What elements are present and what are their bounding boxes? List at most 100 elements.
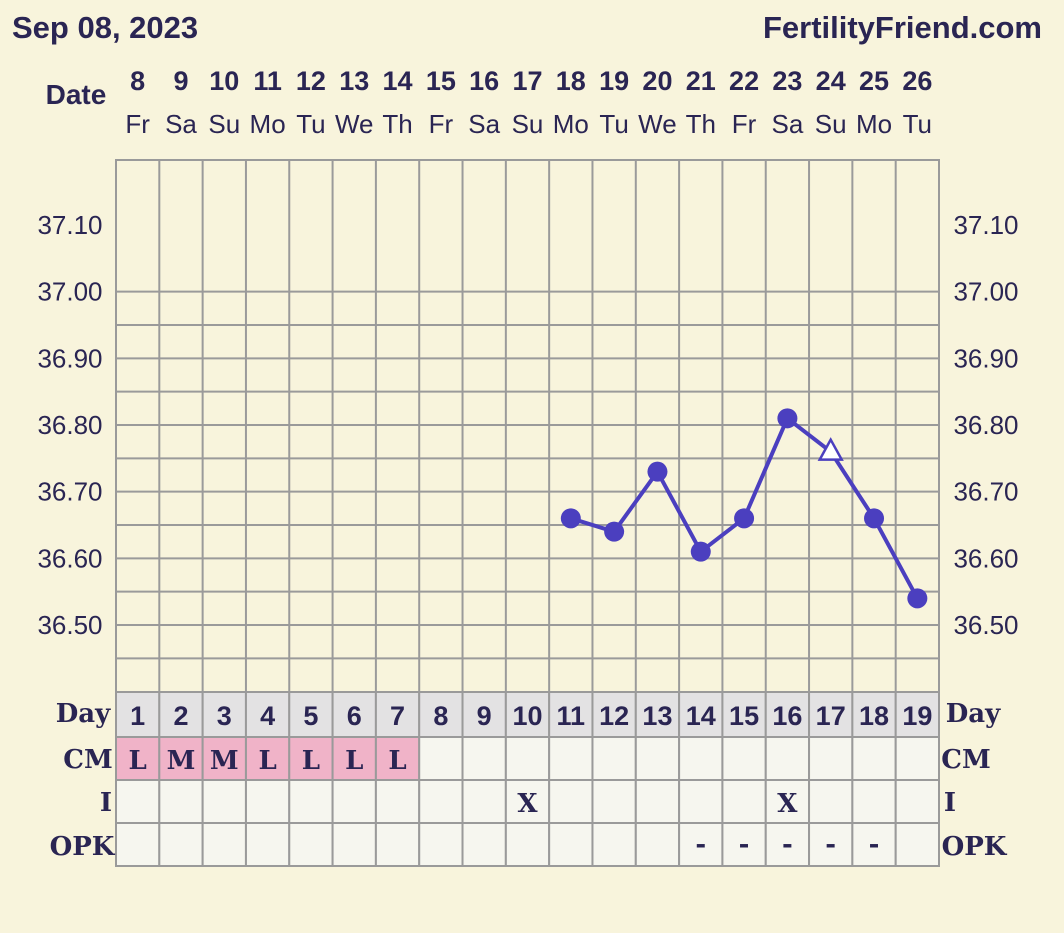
cm-value: L (258, 746, 276, 776)
opk-value: - (695, 830, 706, 860)
day-cell (461, 691, 507, 738)
cycle-day-label: 4 (260, 701, 275, 731)
chart-date: Sep 08, 2023 (12, 10, 198, 45)
cm-value: L (388, 746, 406, 776)
cycle-day-label: 3 (217, 701, 232, 731)
date-tick-label: 8 (130, 66, 145, 96)
temperature-point (647, 461, 668, 482)
day-cell (374, 691, 421, 738)
temperature-point (560, 508, 581, 529)
cm-cell (418, 736, 464, 781)
cycle-day-label: 6 (347, 701, 362, 731)
cm-cell (158, 736, 204, 781)
temperature-point (777, 408, 798, 429)
cycle-day-label: 10 (512, 701, 542, 731)
cm-cell (808, 736, 854, 781)
opk-cell (201, 822, 247, 867)
weekday-tick-label: Tu (296, 109, 325, 139)
cm-cell (331, 736, 377, 781)
i-value: X (517, 789, 538, 819)
day-cell (201, 691, 247, 738)
weekday-tick-label: Th (382, 109, 412, 139)
date-tick-label: 17 (512, 66, 542, 96)
opk-cell (461, 822, 507, 867)
cm-cell (851, 736, 897, 781)
i-cell (504, 779, 551, 824)
cm-cell (894, 736, 940, 781)
y-tick-label-left: 36.70 (37, 477, 102, 507)
date-tick-label: 15 (426, 66, 456, 96)
i-cell (201, 779, 247, 824)
cm-cell (504, 736, 551, 781)
cycle-day-label: 19 (902, 701, 932, 731)
temperature-point (604, 521, 625, 542)
y-tick-label-right: 36.90 (953, 343, 1018, 373)
y-tick-label-left: 36.90 (37, 343, 102, 373)
cycle-day-label: 1 (130, 701, 145, 731)
y-tick-label-left: 37.10 (37, 210, 102, 240)
weekday-tick-label: Fr (732, 109, 757, 139)
opk-cell (288, 822, 334, 867)
i-cell (591, 779, 637, 824)
cm-value: L (129, 746, 147, 776)
cycle-day-label: 13 (642, 701, 672, 731)
i-cell (374, 779, 421, 824)
date-row-label: Date (46, 79, 107, 110)
cm-cell (764, 736, 811, 781)
cm-row-label-right: CM (941, 745, 990, 775)
opk-cell (851, 822, 897, 867)
opk-cell (244, 822, 291, 867)
day-cell (634, 691, 681, 738)
date-tick-label: 9 (173, 66, 188, 96)
y-tick-label-left: 36.80 (37, 410, 102, 440)
cm-cell (548, 736, 594, 781)
temperature-point (907, 588, 928, 609)
opk-row-label-right: OPK (942, 832, 1008, 862)
opk-row-label-left: OPK (50, 832, 116, 862)
cm-cell (201, 736, 247, 781)
date-tick-label: 11 (253, 66, 282, 96)
cm-value: M (167, 746, 196, 776)
opk-value: - (739, 830, 750, 860)
i-cell (634, 779, 681, 824)
day-cell (808, 691, 854, 738)
opk-cell (115, 822, 161, 867)
i-cell (244, 779, 291, 824)
i-cell (115, 779, 161, 824)
opk-value: - (825, 830, 836, 860)
i-cell (158, 779, 204, 824)
cycle-day-label: 14 (686, 701, 716, 731)
day-row-label-right: Day (946, 699, 1001, 729)
cm-value: L (302, 746, 320, 776)
i-row-label-right: I (944, 788, 956, 818)
y-tick-label-left: 37.00 (37, 277, 102, 307)
i-cell (851, 779, 897, 824)
cycle-day-label: 17 (816, 701, 846, 731)
weekday-tick-label: We (638, 109, 677, 139)
cycle-day-label: 8 (433, 701, 448, 731)
y-tick-label-right: 36.70 (953, 477, 1018, 507)
cm-row-label-left: CM (63, 745, 112, 775)
cycle-day-label: 18 (859, 701, 889, 731)
cycle-day-label: 11 (557, 701, 586, 731)
day-cell (851, 691, 897, 738)
weekday-tick-label: Su (815, 109, 847, 139)
i-cell (678, 779, 724, 824)
weekday-tick-label: Mo (856, 109, 892, 139)
weekday-tick-label: Tu (599, 109, 628, 139)
i-cell (808, 779, 854, 824)
cycle-day-label: 5 (303, 701, 318, 731)
date-tick-label: 23 (772, 66, 802, 96)
temperature-point (690, 541, 711, 562)
date-tick-label: 13 (339, 66, 369, 96)
weekday-tick-label: Sa (165, 109, 197, 139)
cycle-day-label: 9 (477, 701, 492, 731)
plot-frame (115, 159, 940, 693)
y-tick-label-right: 36.80 (953, 410, 1018, 440)
weekday-tick-label: Tu (903, 109, 932, 139)
date-tick-label: 10 (209, 66, 239, 96)
date-tick-label: 24 (816, 66, 846, 96)
date-tick-label: 19 (599, 66, 629, 96)
y-tick-label-left: 36.50 (37, 610, 102, 640)
i-cell (461, 779, 507, 824)
